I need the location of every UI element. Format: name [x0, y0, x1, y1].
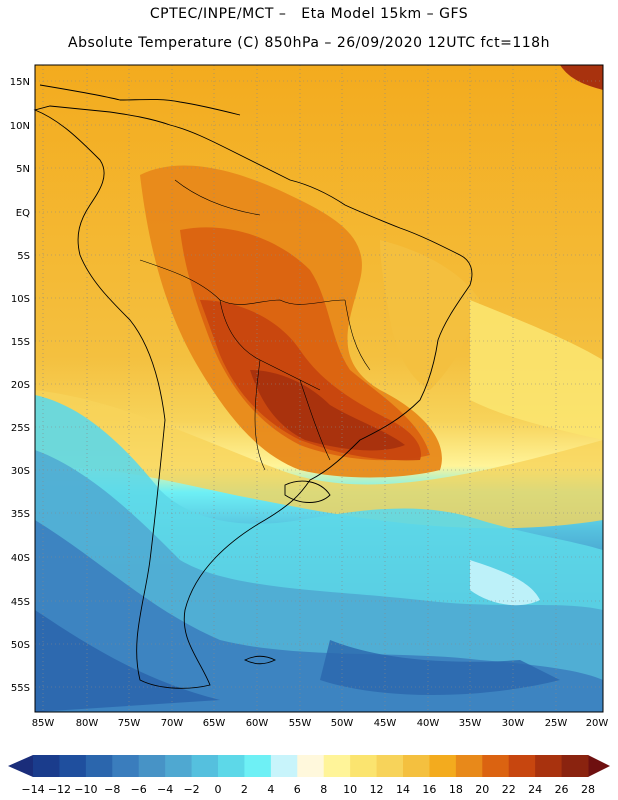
- colorbar-label: −10: [74, 783, 97, 796]
- colorbar-label: 22: [502, 783, 516, 796]
- colorbar-cell: [403, 755, 430, 777]
- lon-label: 25W: [545, 718, 568, 729]
- colorbar-label: −4: [157, 783, 173, 796]
- lon-label: 60W: [246, 718, 269, 729]
- lat-label: 5N: [16, 164, 30, 175]
- colorbar-cell: [59, 755, 87, 777]
- lon-label: 70W: [161, 718, 184, 729]
- lon-label: 30W: [502, 718, 525, 729]
- lon-label: 40W: [417, 718, 440, 729]
- colorbar-label: 10: [343, 783, 357, 796]
- colorbar-cell: [297, 755, 325, 777]
- lat-label: 45S: [11, 597, 30, 608]
- colorbar-label: −2: [183, 783, 199, 796]
- lat-label: 10S: [11, 294, 30, 305]
- lon-label: 65W: [203, 718, 226, 729]
- lat-label: 35S: [11, 509, 30, 520]
- title-line-1: CPTEC/INPE/MCT – Eta Model 15km – GFS: [149, 6, 469, 22]
- lat-label: 30S: [11, 466, 30, 477]
- colorbar-cell: [376, 755, 404, 777]
- lon-label: 85W: [32, 718, 55, 729]
- colorbar-label: −6: [131, 783, 147, 796]
- lat-label: 15S: [11, 337, 30, 348]
- colorbar-cell: [508, 755, 536, 777]
- graticule: [35, 65, 603, 712]
- colorbar-cell: [429, 755, 457, 777]
- lat-label: 40S: [11, 553, 30, 564]
- lon-label: 35W: [459, 718, 482, 729]
- colorbar-label: 4: [267, 783, 274, 796]
- title-line-2: Absolute Temperature (C) 850hPa – 26/09/…: [68, 35, 550, 51]
- colorbar-label: 26: [555, 783, 569, 796]
- lat-label: 25S: [11, 423, 30, 434]
- colorbar-cell: [561, 755, 589, 777]
- colorbar-label: 6: [294, 783, 301, 796]
- coastlines: [33, 84, 473, 689]
- colorbar-under-arrow: [8, 755, 33, 777]
- colorbar-cell: [191, 755, 219, 777]
- colorbar-cell: [112, 755, 140, 777]
- temperature-field: [35, 65, 603, 712]
- lon-label: 45W: [374, 718, 397, 729]
- colorbar-label: −14: [21, 783, 44, 796]
- colorbar-cell: [270, 755, 298, 777]
- colorbar-cell: [350, 755, 378, 777]
- lat-label: 55S: [11, 683, 30, 694]
- lat-label: 50S: [11, 640, 30, 651]
- colorbar-cell: [138, 755, 166, 777]
- lon-label: 75W: [118, 718, 141, 729]
- lat-label: 15N: [10, 77, 30, 88]
- colorbar-label: 20: [475, 783, 489, 796]
- colorbar-label: 24: [528, 783, 542, 796]
- colorbar-label: 18: [449, 783, 463, 796]
- country-borders: [139, 179, 371, 471]
- colorbar-cell: [455, 755, 483, 777]
- colorbar-label: −8: [104, 783, 120, 796]
- colorbar-label: 28: [581, 783, 595, 796]
- colorbar-over-arrow: [588, 755, 610, 777]
- colorbar-label: −12: [48, 783, 71, 796]
- colorbar-label: 2: [241, 783, 248, 796]
- lon-label: 20W: [586, 718, 609, 729]
- colorbar-label: 0: [215, 783, 222, 796]
- colorbar-label: 12: [370, 783, 384, 796]
- latitude-axis: 15N 10N 5N EQ 5S 10S 15S 20S 25S 30S 35S…: [10, 77, 30, 694]
- colorbar: −14 −12 −10 −8 −6 −4 −2 0 2 4 6 8 10 12 14 16 18 20 22 24 26…: [8, 755, 610, 796]
- colorbar-label: 8: [320, 783, 327, 796]
- colorbar-cell: [165, 755, 193, 777]
- lon-label: 55W: [289, 718, 312, 729]
- colorbar-cell: [535, 755, 563, 777]
- map-frame: [34, 64, 604, 713]
- colorbar-label: 14: [396, 783, 410, 796]
- colorbar-cell: [244, 755, 272, 777]
- colorbar-cell: [85, 755, 113, 777]
- colorbar-cell: [218, 755, 245, 777]
- colorbar-label: 16: [422, 783, 436, 796]
- colorbar-cell: [33, 755, 60, 777]
- colorbar-cell: [323, 755, 351, 777]
- lat-label: 20S: [11, 380, 30, 391]
- lat-label: 5S: [17, 251, 30, 262]
- lon-label: 80W: [76, 718, 99, 729]
- lon-label: 50W: [331, 718, 354, 729]
- lat-label: 10N: [10, 121, 30, 132]
- longitude-axis: 85W 80W 75W 70W 65W 60W 55W 50W 45W 40W …: [32, 718, 609, 729]
- colorbar-cell: [482, 755, 510, 777]
- lat-label: EQ: [16, 208, 30, 219]
